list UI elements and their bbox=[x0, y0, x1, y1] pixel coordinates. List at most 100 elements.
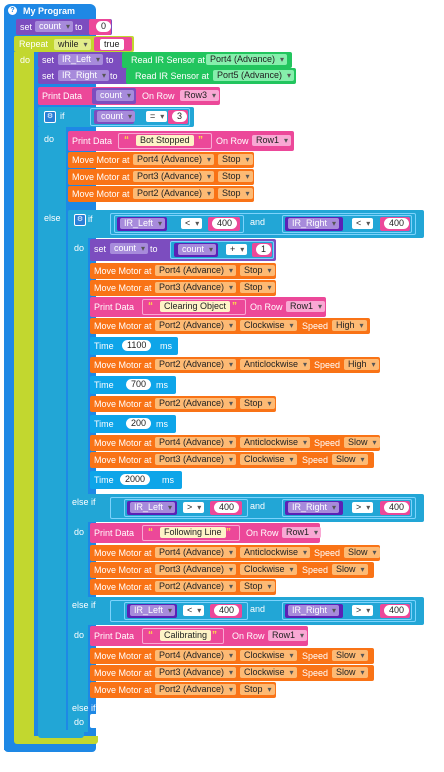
var-dropdown[interactable]: IR_Right bbox=[288, 502, 340, 513]
value-field[interactable]: 400 bbox=[384, 218, 410, 229]
action-dropdown[interactable]: Stop bbox=[218, 188, 253, 199]
value-field[interactable]: 400 bbox=[384, 502, 410, 513]
action-dropdown[interactable]: Stop bbox=[218, 171, 253, 182]
row-dropdown[interactable]: Row1 bbox=[252, 135, 292, 146]
row-dropdown[interactable]: Row1 bbox=[286, 301, 326, 312]
value-field[interactable]: 0 bbox=[96, 21, 112, 32]
operator-dropdown[interactable]: > bbox=[352, 502, 374, 513]
direction-dropdown[interactable]: Clockwise bbox=[240, 320, 297, 331]
port-dropdown[interactable]: Port4 (Advance) bbox=[155, 547, 237, 558]
help-icon[interactable]: ? bbox=[8, 6, 17, 15]
to-label: to bbox=[106, 55, 114, 65]
speed-dropdown[interactable]: Slow bbox=[332, 667, 368, 678]
value-field[interactable]: 400 bbox=[214, 605, 240, 616]
var-dropdown[interactable]: count bbox=[178, 244, 217, 255]
operator-dropdown[interactable]: < bbox=[181, 218, 203, 229]
direction-dropdown[interactable]: Anticlockwise bbox=[240, 547, 311, 558]
var-dropdown[interactable]: IR_Left bbox=[130, 502, 176, 513]
port-dropdown[interactable]: Port4 (Advance) bbox=[133, 154, 215, 165]
action-dropdown[interactable]: Stop bbox=[240, 398, 275, 409]
var-dropdown[interactable]: IR_Right bbox=[288, 605, 340, 616]
text-field[interactable]: Clearing Object bbox=[160, 301, 231, 312]
var-dropdown[interactable]: count bbox=[35, 21, 74, 32]
value-field[interactable]: 400 bbox=[214, 502, 240, 513]
var-dropdown[interactable]: count bbox=[97, 111, 136, 122]
true-value[interactable]: true bbox=[100, 39, 124, 50]
port-dropdown[interactable]: Port2 (Advance) bbox=[155, 320, 237, 331]
action-dropdown[interactable]: Stop bbox=[240, 684, 275, 695]
value-field[interactable]: 400 bbox=[384, 605, 410, 616]
var-dropdown[interactable]: IR_Right bbox=[288, 218, 340, 229]
port-dropdown[interactable]: Port2 (Advance) bbox=[155, 359, 237, 370]
speed-dropdown[interactable]: Slow bbox=[344, 547, 380, 558]
port-dropdown[interactable]: Port3 (Advance) bbox=[155, 282, 237, 293]
to-label: to bbox=[110, 71, 118, 81]
print-label: Print Data bbox=[94, 528, 135, 538]
port-dropdown[interactable]: Port4 (Advance) bbox=[206, 54, 288, 65]
direction-dropdown[interactable]: Anticlockwise bbox=[240, 437, 311, 448]
value-field[interactable]: 400 bbox=[212, 218, 238, 229]
value-field[interactable]: 1 bbox=[256, 244, 272, 255]
speed-dropdown[interactable]: High bbox=[332, 320, 367, 331]
port-dropdown[interactable]: Port3 (Advance) bbox=[155, 454, 237, 465]
repeat-mode-dropdown[interactable]: while bbox=[54, 39, 91, 50]
time-value[interactable]: 2000 bbox=[120, 474, 151, 485]
port-dropdown[interactable]: Port3 (Advance) bbox=[133, 171, 215, 182]
port-dropdown[interactable]: Port5 (Advance) bbox=[213, 70, 295, 81]
repeat-label: Repeat bbox=[19, 39, 49, 49]
var-dropdown[interactable]: IR_Right bbox=[58, 70, 110, 81]
operator-dropdown[interactable]: > bbox=[352, 605, 374, 616]
port-dropdown[interactable]: Port4 (Advance) bbox=[155, 650, 237, 661]
row-dropdown[interactable]: Row1 bbox=[268, 630, 308, 641]
port-dropdown[interactable]: Port2 (Advance) bbox=[155, 581, 237, 592]
port-dropdown[interactable]: Port2 (Advance) bbox=[155, 684, 237, 695]
direction-dropdown[interactable]: Clockwise bbox=[240, 564, 297, 575]
set-label: set bbox=[42, 71, 55, 81]
time-value[interactable]: 700 bbox=[126, 379, 152, 390]
row-dropdown[interactable]: Row3 bbox=[180, 90, 220, 101]
row-dropdown[interactable]: Row1 bbox=[282, 527, 322, 538]
empty-do-slot[interactable] bbox=[90, 714, 98, 728]
action-dropdown[interactable]: Stop bbox=[240, 581, 275, 592]
port-dropdown[interactable]: Port4 (Advance) bbox=[155, 265, 237, 276]
operator-dropdown[interactable]: > bbox=[183, 502, 205, 513]
port-dropdown[interactable]: Port3 (Advance) bbox=[155, 564, 237, 575]
direction-dropdown[interactable]: Clockwise bbox=[240, 454, 297, 465]
var-dropdown[interactable]: IR_Left bbox=[120, 218, 166, 229]
value-field[interactable]: 3 bbox=[172, 111, 188, 122]
action-dropdown[interactable]: Stop bbox=[240, 282, 275, 293]
gear-icon[interactable]: ⚙ bbox=[74, 214, 86, 226]
time-value[interactable]: 1100 bbox=[122, 340, 152, 351]
set-label: set bbox=[20, 22, 33, 32]
operator-dropdown[interactable]: < bbox=[352, 218, 374, 229]
operator-dropdown[interactable]: = bbox=[146, 111, 168, 122]
var-dropdown[interactable]: IR_Left bbox=[130, 605, 176, 616]
port-dropdown[interactable]: Port2 (Advance) bbox=[155, 398, 237, 409]
time-value[interactable]: 200 bbox=[126, 418, 152, 429]
var-dropdown[interactable]: IR_Left bbox=[58, 54, 104, 65]
var-dropdown[interactable]: count bbox=[96, 90, 135, 101]
gear-icon[interactable]: ⚙ bbox=[44, 111, 56, 123]
port-dropdown[interactable]: Port2 (Advance) bbox=[133, 188, 215, 199]
operator-dropdown[interactable]: < bbox=[183, 605, 205, 616]
var-dropdown[interactable]: count bbox=[110, 243, 149, 254]
speed-dropdown[interactable]: Slow bbox=[344, 437, 380, 448]
program-title: My Program bbox=[23, 6, 76, 16]
text-field[interactable]: Following Line bbox=[160, 527, 226, 538]
direction-dropdown[interactable]: Clockwise bbox=[240, 650, 297, 661]
empty-slot[interactable] bbox=[102, 700, 110, 714]
speed-dropdown[interactable]: Slow bbox=[332, 454, 368, 465]
operator-dropdown[interactable]: + bbox=[226, 244, 248, 255]
speed-dropdown[interactable]: Slow bbox=[332, 564, 368, 575]
direction-dropdown[interactable]: Anticlockwise bbox=[240, 359, 311, 370]
on-row-label: On Row bbox=[246, 528, 279, 538]
text-field[interactable]: Calibrating bbox=[160, 630, 212, 641]
speed-dropdown[interactable]: Slow bbox=[332, 650, 368, 661]
speed-dropdown[interactable]: High bbox=[344, 359, 379, 370]
direction-dropdown[interactable]: Clockwise bbox=[240, 667, 297, 678]
action-dropdown[interactable]: Stop bbox=[240, 265, 275, 276]
port-dropdown[interactable]: Port4 (Advance) bbox=[155, 437, 237, 448]
action-dropdown[interactable]: Stop bbox=[218, 154, 253, 165]
port-dropdown[interactable]: Port3 (Advance) bbox=[155, 667, 237, 678]
text-field[interactable]: Bot Stopped bbox=[136, 135, 194, 146]
